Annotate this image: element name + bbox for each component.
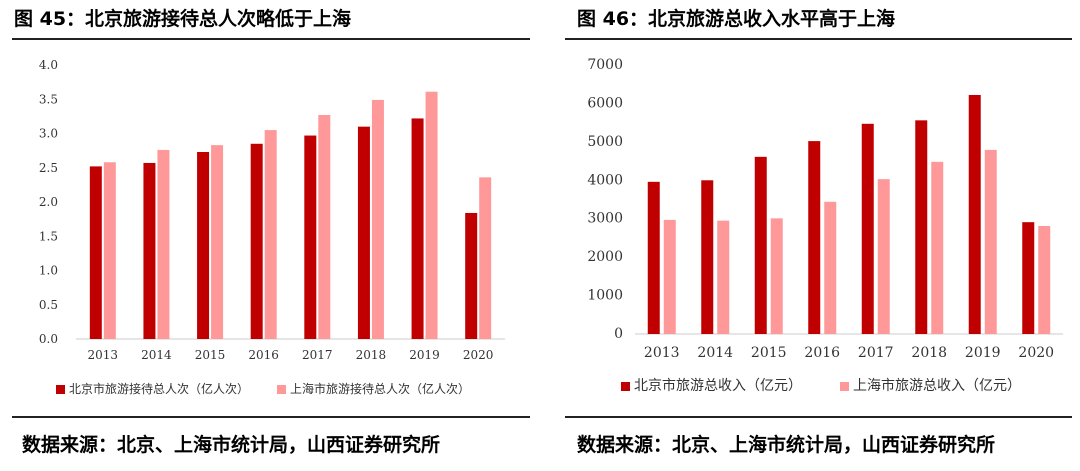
x-tick-label: 2018	[356, 348, 387, 362]
shanghai-bar	[770, 218, 783, 334]
x-tick-label: 2020	[1018, 345, 1054, 361]
shanghai-bar	[103, 162, 116, 339]
legend-swatch-beijing	[621, 382, 630, 391]
beijing-bar	[465, 212, 478, 339]
y-tick-label: 0.5	[39, 298, 58, 312]
shanghai-bar	[479, 177, 492, 339]
beijing-bar	[647, 181, 660, 334]
x-tick-label: 2014	[697, 345, 733, 361]
y-tick-label: 3.5	[39, 92, 58, 106]
shanghai-bar	[264, 130, 277, 339]
left-figure-panel: 图 45：北京旅游接待总人次略低于上海 0.0 0.5 1.0 1.5 2.0 2.5 3.…	[12, 8, 530, 456]
beijing-bar	[197, 151, 210, 339]
y-tick-label: 2.0	[39, 195, 58, 209]
x-tick-label: 2019	[409, 348, 440, 362]
left-figure-title: 图 45：北京旅游接待总人次略低于上海	[14, 8, 352, 30]
beijing-bar	[861, 123, 874, 334]
x-tick-label: 2016	[248, 348, 279, 362]
beijing-bar	[968, 94, 981, 334]
y-tick-label: 0	[614, 326, 623, 342]
y-tick-label: 1000	[587, 288, 623, 304]
y-tick-label: 5000	[587, 134, 623, 150]
x-tick-label: 2013	[644, 345, 680, 361]
beijing-bar	[89, 166, 102, 339]
x-tick-label: 2014	[141, 348, 172, 362]
y-tick-label: 6000	[587, 95, 623, 111]
x-tick-label: 2020	[463, 348, 494, 362]
beijing-bar	[701, 180, 714, 334]
shanghai-bar	[211, 145, 224, 339]
beijing-bar	[357, 126, 370, 340]
x-tick-label: 2013	[88, 348, 119, 362]
y-tick-label: 7000	[587, 57, 623, 73]
legend-swatch-shanghai	[277, 385, 286, 394]
x-tick-label: 2019	[965, 345, 1001, 361]
left-bar-chart: 0.0 0.5 1.0 1.5 2.0 2.5 3.0 3.5 4.0 2013 2014 2015 2…	[39, 58, 505, 396]
x-tick-label: 2015	[751, 345, 787, 361]
left-top-rule	[12, 38, 530, 40]
y-tick-label: 0.0	[39, 332, 58, 346]
shanghai-bar	[318, 115, 331, 339]
beijing-bar	[411, 118, 424, 340]
x-tick-label: 2018	[911, 345, 947, 361]
beijing-bar	[143, 162, 156, 339]
shanghai-bar	[984, 149, 997, 334]
y-tick-label: 3000	[587, 211, 623, 227]
beijing-bar	[250, 143, 263, 339]
shanghai-bar	[877, 179, 890, 334]
right-bar-chart: 0 1000 2000 3000 4000 5000 6000 7000 2013 2014 201…	[587, 57, 1063, 394]
beijing-bar	[754, 156, 767, 334]
left-source-note: 数据来源：北京、上海市统计局，山西证券研究所	[22, 434, 441, 456]
shanghai-bar	[157, 149, 170, 339]
y-tick-label: 2.5	[39, 161, 58, 175]
y-tick-label: 3.0	[39, 127, 58, 141]
right-bottom-rule	[565, 416, 1072, 418]
x-tick-label: 2017	[858, 345, 894, 361]
y-tick-label: 1.0	[39, 264, 58, 278]
beijing-bar	[808, 141, 821, 334]
right-figure-panel: 图 46：北京旅游总收入水平高于上海 0 1000 2000 3000 4000 5000…	[565, 0, 1080, 471]
y-tick-label: 4.0	[39, 58, 58, 72]
right-source-note: 数据来源：北京、上海市统计局，山西证券研究所	[577, 434, 996, 456]
legend-label-shanghai: 上海市旅游接待总人次（亿人次）	[290, 381, 470, 396]
shanghai-bar	[663, 219, 676, 334]
y-tick-label: 4000	[587, 172, 623, 188]
shanghai-bar	[1038, 226, 1051, 334]
shanghai-bar	[824, 201, 837, 334]
x-tick-label: 2016	[804, 345, 840, 361]
shanghai-bar	[371, 99, 384, 339]
x-tick-label: 2015	[195, 348, 226, 362]
beijing-bar	[915, 120, 928, 334]
beijing-bar	[304, 135, 317, 339]
y-tick-label: 2000	[587, 249, 623, 265]
shanghai-bar	[931, 161, 944, 334]
x-tick-label: 2017	[302, 348, 333, 362]
legend-label-beijing: 北京市旅游接待总人次（亿人次）	[69, 381, 249, 396]
legend-label-beijing: 北京市旅游总收入（亿元）	[634, 377, 802, 394]
right-figure-title: 图 46：北京旅游总收入水平高于上海	[577, 8, 896, 30]
legend-label-shanghai: 上海市旅游总收入（亿元）	[853, 377, 1021, 394]
left-bottom-rule	[12, 416, 530, 418]
legend-swatch-beijing	[56, 385, 65, 394]
legend-swatch-shanghai	[840, 382, 849, 391]
beijing-bar	[1022, 222, 1035, 334]
y-tick-label: 1.5	[39, 229, 58, 243]
shanghai-bar	[717, 220, 730, 334]
shanghai-bar	[425, 91, 438, 339]
right-top-rule	[565, 38, 1072, 40]
